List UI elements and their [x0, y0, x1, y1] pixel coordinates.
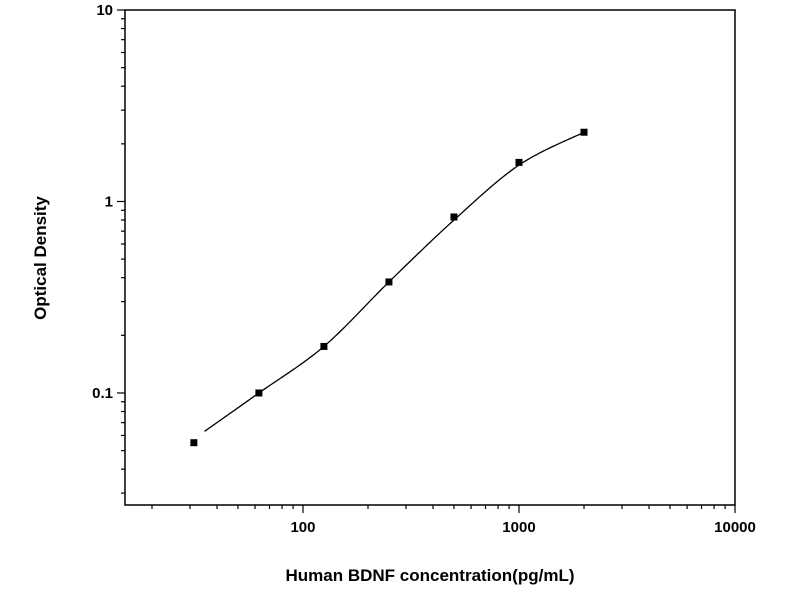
y-tick-label: 10 — [96, 2, 113, 19]
x-tick-label: 1000 — [502, 519, 535, 536]
data-point — [450, 213, 458, 221]
plot-area: 100 1000 10000 0.1 1 10 — [92, 2, 756, 536]
fit-curve — [204, 131, 585, 432]
x-tick-label: 100 — [290, 519, 315, 536]
x-axis-label: Human BDNF concentration(pg/mL) — [286, 566, 575, 585]
data-point — [580, 128, 588, 136]
y-tick-label: 0.1 — [92, 385, 113, 402]
y-tick-label: 1 — [105, 193, 113, 210]
y-axis-label: Optical Density — [31, 196, 50, 320]
data-point — [190, 439, 198, 447]
data-point — [255, 389, 263, 397]
plot-border — [124, 9, 736, 506]
data-point — [515, 158, 523, 166]
x-tick-label: 10000 — [714, 519, 756, 536]
data-point — [385, 278, 393, 286]
data-point — [320, 342, 328, 350]
